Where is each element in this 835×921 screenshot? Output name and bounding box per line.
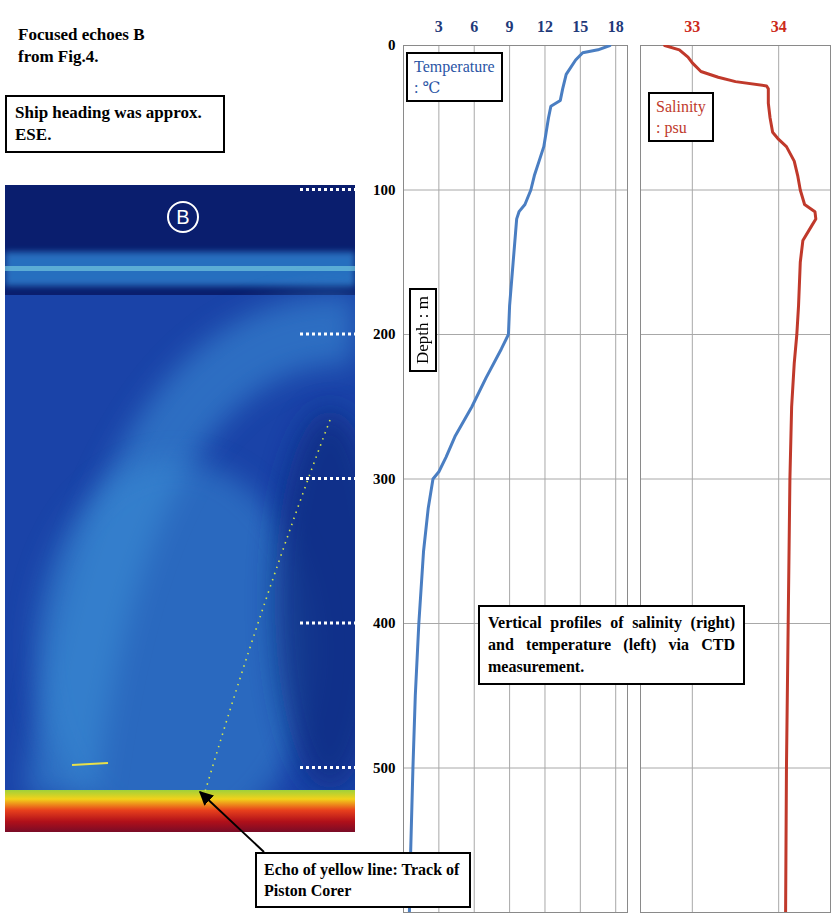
svg-text:400: 400 xyxy=(373,615,396,631)
html-text:Focused echoes B from Fig.4.: Focused echoes B from Fig.4. xyxy=(18,25,145,66)
svg-text:3: 3 xyxy=(435,18,443,35)
svg-text:B: B xyxy=(176,206,189,228)
svg-text:0: 0 xyxy=(388,37,396,53)
html-text:Echo of yellow line: Track of: Echo of yellow line: Track of Piston Cor… xyxy=(264,861,460,899)
svg-text:200: 200 xyxy=(373,326,396,342)
svg-text:6: 6 xyxy=(470,18,478,35)
svg-text:18: 18 xyxy=(608,18,624,35)
svg-text:500: 500 xyxy=(373,760,396,776)
svg-text:12: 12 xyxy=(537,18,553,35)
svg-text:33: 33 xyxy=(684,18,700,35)
svg-text:34: 34 xyxy=(771,18,787,35)
svg-text:15: 15 xyxy=(572,18,588,35)
svg-text:300: 300 xyxy=(373,471,396,487)
svg-text:9: 9 xyxy=(506,18,514,35)
html-text:Salinity : psu: Salinity : psu xyxy=(656,98,706,136)
html-text:Depth : m: Depth : m xyxy=(413,296,432,364)
html-text:Ship heading was approx. ESE.: Ship heading was approx. ESE. xyxy=(15,103,202,144)
html-text:Temperature : ℃: Temperature : ℃ xyxy=(414,58,495,96)
svg-text:100: 100 xyxy=(373,182,396,198)
html-text:Vertical profiles of salinity: Vertical profiles of salinity (right) an… xyxy=(488,614,735,675)
